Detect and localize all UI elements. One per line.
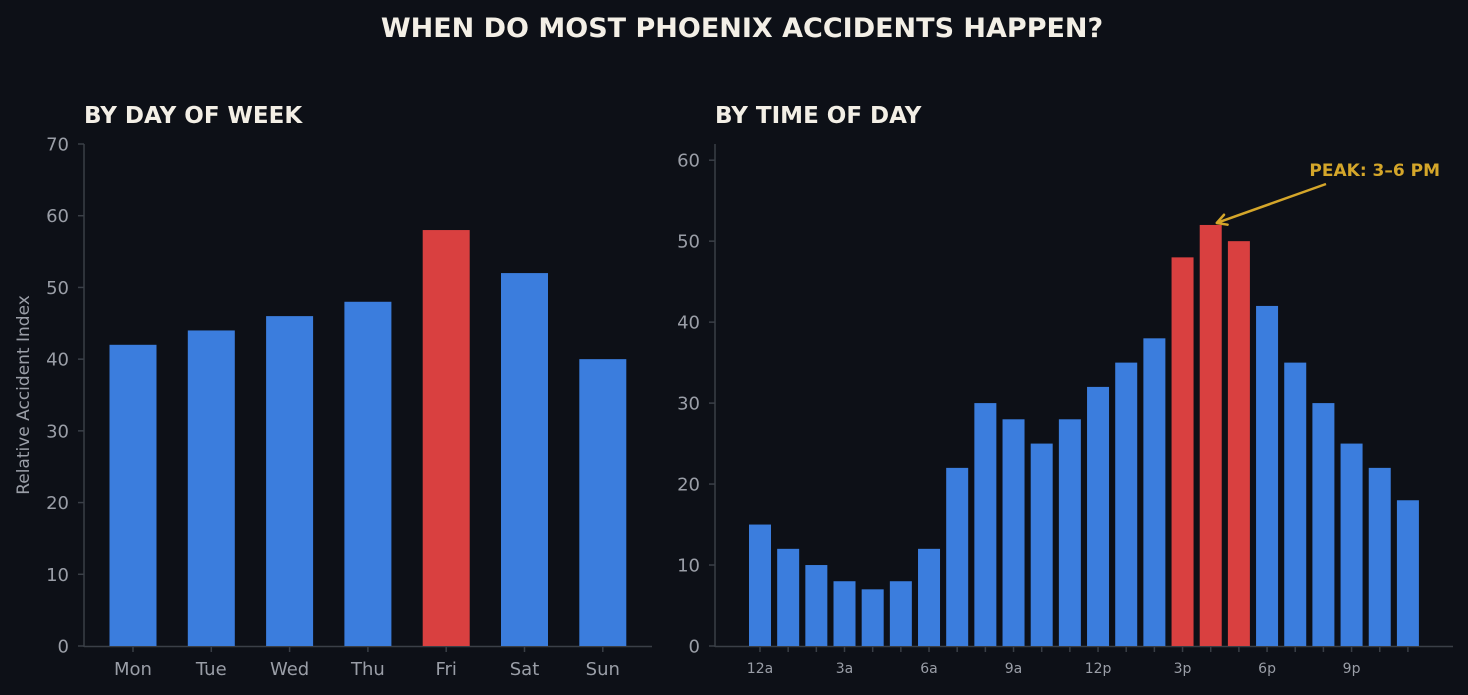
right-x-ticks: 12a 3a 6a 9a 12p 3p 6p 9p bbox=[747, 646, 1409, 677]
bar-hour-11 bbox=[1058, 419, 1081, 646]
bar-hour-8 bbox=[974, 403, 997, 646]
x-tick-label-wed: Wed bbox=[270, 659, 309, 680]
bar-hour-2 bbox=[805, 565, 828, 646]
left-y-tick-label: 30 bbox=[46, 421, 69, 442]
left-y-tick-label: 0 bbox=[58, 637, 69, 658]
x-tick-label-sat: Sat bbox=[510, 659, 540, 680]
left-y-tick-label: 40 bbox=[46, 350, 69, 371]
x-tick-label-3p: 3p bbox=[1174, 661, 1192, 677]
bar-sat bbox=[501, 273, 548, 646]
bar-hour-6 bbox=[918, 548, 941, 646]
right-y-tick-label: 60 bbox=[677, 151, 700, 172]
x-tick-label-12a: 12a bbox=[747, 661, 773, 677]
right-y-tick-label: 50 bbox=[677, 232, 700, 253]
bar-hour-16 bbox=[1199, 224, 1222, 646]
bar-hour-5 bbox=[889, 581, 912, 646]
bar-tue bbox=[187, 330, 235, 646]
time-of-day-bars bbox=[749, 224, 1419, 646]
x-tick-label-6a: 6a bbox=[920, 661, 938, 677]
bar-hour-19 bbox=[1284, 362, 1307, 646]
bar-hour-7 bbox=[946, 467, 969, 646]
right-y-tick-label: 0 bbox=[689, 637, 700, 658]
bar-hour-9 bbox=[1002, 419, 1025, 646]
bar-hour-13 bbox=[1115, 362, 1138, 646]
x-tick-label-12p: 12p bbox=[1085, 661, 1112, 677]
right-y-tick-label: 30 bbox=[677, 394, 700, 415]
bar-hour-20 bbox=[1312, 403, 1335, 646]
bar-hour-23 bbox=[1396, 500, 1419, 646]
y-axis-label: Relative Accident Index bbox=[14, 295, 34, 495]
bar-hour-0 bbox=[749, 524, 771, 646]
left-y-tick-label: 10 bbox=[46, 565, 69, 586]
bar-hour-15 bbox=[1171, 257, 1194, 646]
x-tick-label-thu: Thu bbox=[350, 659, 385, 680]
left-y-ticks: 0 10 20 30 40 50 60 70 bbox=[46, 135, 84, 658]
bar-hour-22 bbox=[1368, 467, 1391, 646]
x-tick-label-sun: Sun bbox=[586, 659, 620, 680]
figure-title: WHEN DO MOST PHOENIX ACCIDENTS HAPPEN? bbox=[381, 13, 1103, 44]
right-y-tick-label: 10 bbox=[677, 556, 700, 577]
day-of-week-title: BY DAY OF WEEK bbox=[84, 103, 303, 129]
left-y-tick-label: 60 bbox=[46, 206, 69, 227]
left-x-ticks: Mon Tue Wed Thu Fri Sat Sun bbox=[114, 646, 620, 680]
x-tick-label-6p: 6p bbox=[1258, 661, 1276, 677]
bar-hour-10 bbox=[1030, 443, 1053, 646]
x-tick-label-mon: Mon bbox=[114, 659, 152, 680]
x-tick-label-3a: 3a bbox=[836, 661, 854, 677]
bar-mon bbox=[109, 344, 157, 646]
bar-fri bbox=[422, 230, 470, 647]
peak-annotation: PEAK: 3–6 PM bbox=[1215, 161, 1440, 226]
bar-hour-3 bbox=[833, 581, 856, 646]
right-y-ticks: 0 10 20 30 40 50 60 bbox=[677, 151, 715, 658]
bar-hour-14 bbox=[1143, 338, 1166, 646]
bar-hour-17 bbox=[1227, 241, 1250, 646]
bar-wed bbox=[266, 316, 314, 646]
bar-hour-18 bbox=[1256, 305, 1279, 646]
x-tick-label-9p: 9p bbox=[1343, 661, 1361, 677]
left-y-tick-label: 20 bbox=[46, 493, 69, 514]
x-tick-label-fri: Fri bbox=[435, 659, 456, 680]
right-y-tick-label: 40 bbox=[677, 313, 700, 334]
peak-arrow-head bbox=[1215, 213, 1229, 226]
bar-hour-21 bbox=[1340, 443, 1363, 646]
time-of-day-title: BY TIME OF DAY bbox=[715, 103, 922, 129]
right-y-tick-label: 20 bbox=[677, 475, 700, 496]
x-tick-label-tue: Tue bbox=[195, 659, 227, 680]
bar-hour-4 bbox=[861, 589, 884, 646]
bar-hour-1 bbox=[777, 548, 800, 646]
bar-thu bbox=[344, 301, 392, 646]
day-of-week-panel: BY DAY OF WEEK Relative Accident Index 0… bbox=[14, 103, 652, 680]
bar-hour-12 bbox=[1087, 386, 1110, 646]
peak-arrow-line bbox=[1216, 182, 1327, 225]
left-y-tick-label: 70 bbox=[46, 135, 69, 156]
day-of-week-bars bbox=[109, 230, 627, 647]
left-y-tick-label: 50 bbox=[46, 278, 69, 299]
bar-sun bbox=[579, 359, 627, 646]
peak-annotation-label: PEAK: 3–6 PM bbox=[1309, 161, 1440, 181]
x-tick-label-9a: 9a bbox=[1005, 661, 1023, 677]
